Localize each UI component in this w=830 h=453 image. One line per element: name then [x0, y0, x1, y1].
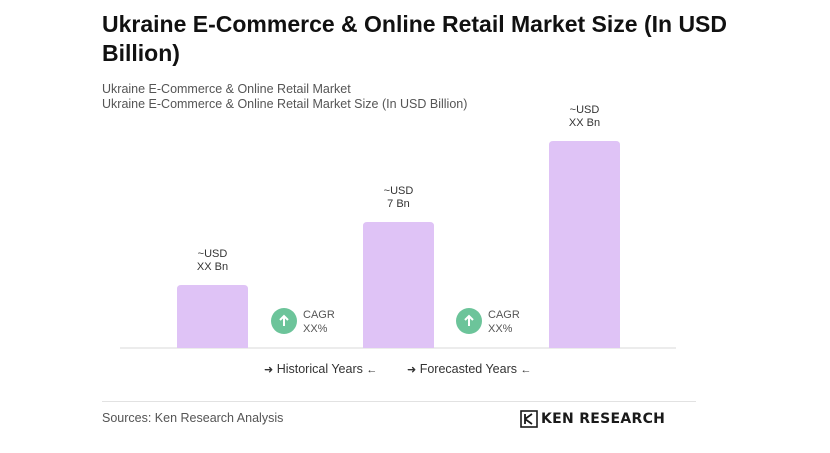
data-label: XX Bn	[197, 261, 228, 273]
sources-note: Sources: Ken Research Analysis	[102, 411, 284, 425]
arrow-right-icon: ➜	[407, 364, 417, 376]
bar-forecast	[549, 141, 620, 348]
ken-research-logo-icon	[520, 410, 538, 428]
footer-divider	[102, 401, 696, 402]
period-label: Historical Years	[276, 362, 363, 376]
bar-current	[363, 222, 434, 348]
data-label: ~USD	[384, 185, 414, 197]
data-label: ~USD	[198, 248, 228, 260]
data-label: XX Bn	[569, 117, 600, 129]
bars-layer	[177, 141, 620, 348]
chart-title: Ukraine E-Commerce & Online Retail Marke…	[102, 11, 728, 66]
chart-subtitle: Ukraine E-Commerce & Online Retail Marke…	[102, 82, 351, 96]
arrow-up-head	[464, 314, 474, 321]
cagr-badges-layer: CAGR XX% CAGR XX%	[271, 308, 520, 335]
cagr-value: XX%	[303, 323, 328, 335]
arrow-up-head	[279, 314, 289, 321]
bar-historical	[177, 285, 248, 348]
arrow-up-icon	[464, 314, 474, 326]
cagr-value: XX%	[488, 323, 513, 335]
period-label: Forecasted Years	[419, 362, 517, 376]
arrow-right-icon: ➜	[264, 364, 274, 376]
period-forecasted-years: ➜ Forecasted Years ←	[407, 362, 531, 376]
ken-research-logo: KEN RESEARCH	[520, 410, 665, 428]
arrow-left-icon: ←	[366, 364, 378, 376]
cagr-label: CAGR	[488, 309, 520, 321]
cagr-label: CAGR	[303, 309, 335, 321]
logo-text: KEN RESEARCH	[541, 411, 666, 427]
period-historical-years: ➜ Historical Years ←	[264, 362, 377, 376]
arrow-left-icon: ←	[520, 364, 532, 376]
data-label: 7 Bn	[387, 198, 410, 210]
data-label: ~USD	[570, 104, 600, 116]
chart-subtitle-secondary: Ukraine E-Commerce & Online Retail Marke…	[102, 97, 468, 111]
arrow-up-icon	[279, 314, 289, 326]
